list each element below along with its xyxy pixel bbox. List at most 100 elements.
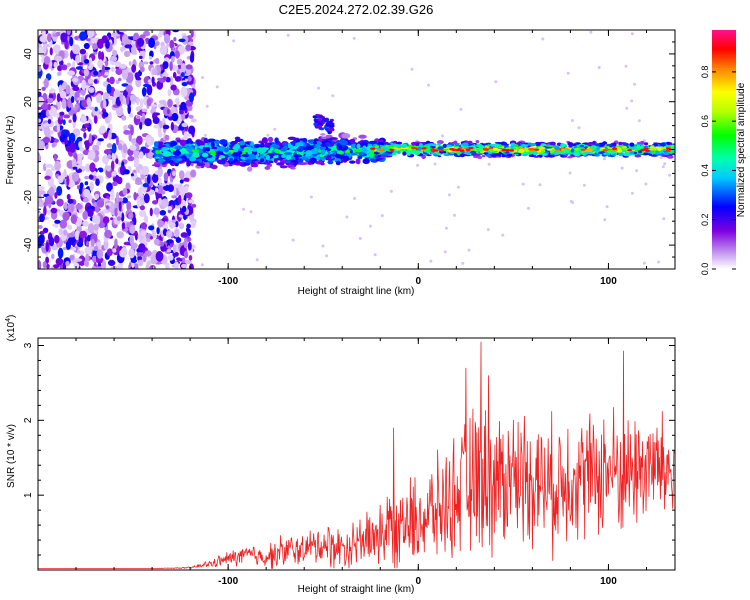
heatmap-cell: [354, 148, 362, 153]
heatmap-cell: [461, 261, 465, 265]
heatmap-cell: [123, 129, 131, 135]
heatmap-cell: [76, 249, 81, 254]
heatmap-cell: [187, 75, 192, 82]
heatmap-cell: [76, 97, 84, 101]
heatmap-cell: [114, 61, 122, 67]
heatmap-cell: [166, 43, 170, 48]
heatmap-cell: [149, 207, 153, 217]
heatmap-cell: [128, 61, 132, 66]
heatmap-cell: [358, 134, 367, 139]
heatmap-cell: [171, 112, 179, 122]
heatmap-cell: [185, 64, 193, 70]
heatmap-cell: [154, 57, 160, 65]
heatmap-cell: [653, 143, 658, 146]
heatmap-cell: [157, 153, 163, 158]
snr-panel: -100 0 100 1 2 3 Height of straight line (km…: [5, 315, 676, 595]
heatmap-cell: [162, 124, 170, 130]
heatmap-cell: [261, 137, 268, 144]
x-tick-label: 0: [416, 276, 422, 287]
heatmap-cell: [72, 166, 78, 170]
heatmap-cell: [321, 121, 326, 124]
heatmap-cell: [121, 83, 129, 87]
heatmap-cell: [110, 217, 114, 221]
heatmap-cell: [172, 30, 180, 33]
heatmap-cell: [566, 71, 570, 75]
heatmap-cell: [186, 160, 191, 167]
heatmap-cell: [167, 206, 173, 211]
heatmap-cell: [501, 233, 505, 237]
heatmap-cell: [325, 254, 329, 258]
heatmap-cell: [148, 225, 155, 231]
snr-line: [38, 341, 675, 569]
y-tick-label: 2: [23, 417, 34, 423]
heatmap-cell: [94, 206, 100, 213]
heatmap-cell: [256, 231, 260, 234]
heatmap-cell: [521, 143, 529, 148]
heatmap-cell: [560, 144, 565, 148]
heatmap-cell: [441, 134, 444, 138]
heatmap-cell: [140, 230, 147, 236]
heatmap-cell: [627, 149, 632, 152]
heatmap-cell: [144, 177, 148, 185]
heatmap-cell: [138, 243, 146, 252]
colorbar-tick-label: 0.2: [700, 213, 710, 226]
heatmap-cell: [54, 234, 60, 244]
heatmap-cell: [102, 198, 110, 203]
heatmap-cell: [265, 154, 270, 161]
heatmap-cell: [412, 150, 419, 152]
heatmap-cell: [481, 154, 486, 158]
heatmap-cell: [248, 153, 256, 160]
heatmap-cell: [320, 162, 325, 166]
heatmap-cell: [526, 206, 530, 210]
heatmap-cell: [319, 146, 327, 150]
heatmap-cell: [186, 223, 191, 229]
heatmap-cell: [67, 224, 73, 230]
heatmap-cell: [161, 217, 168, 222]
heatmap-cell: [360, 142, 368, 148]
heatmap-cell: [269, 160, 274, 164]
heatmap-cell: [241, 154, 250, 158]
heatmap-cell: [41, 86, 46, 91]
heatmap-cell: [176, 158, 182, 161]
heatmap-cell: [657, 147, 662, 152]
heatmap-cell: [139, 98, 144, 109]
heatmap-cell: [329, 137, 338, 140]
heatmap-cell: [608, 151, 616, 154]
heatmap-cell: [43, 43, 47, 54]
heatmap-cell: [188, 114, 194, 119]
heatmap-cell: [389, 189, 393, 193]
heatmap-cell: [167, 89, 172, 97]
heatmap-cell: [53, 153, 57, 162]
heatmap-cell: [179, 179, 184, 184]
heatmap-cell: [369, 224, 372, 228]
heatmap-cell: [137, 187, 144, 198]
heatmap-cell: [56, 93, 61, 103]
heatmap-cell: [234, 161, 243, 166]
heatmap-cell: [410, 146, 416, 150]
heatmap-cell: [374, 145, 380, 149]
heatmap-cell: [437, 143, 441, 146]
heatmap-cell: [601, 147, 606, 149]
heatmap-cell: [49, 88, 56, 94]
heatmap-cell: [331, 94, 335, 98]
heatmap-cell: [84, 246, 93, 255]
heatmap-cell: [373, 253, 377, 257]
heatmap-cell: [164, 221, 168, 230]
heatmap-cell: [637, 119, 641, 123]
heatmap-cell: [189, 53, 195, 63]
heatmap-cell: [320, 127, 324, 131]
heatmap-cell: [107, 259, 116, 266]
snr-scale-exp: 4: [5, 318, 12, 322]
heatmap-cell: [68, 119, 72, 124]
heatmap-cell: [396, 150, 401, 155]
heatmap-cell: [87, 208, 94, 218]
heatmap-cell: [116, 231, 124, 239]
heatmap-cell: [170, 84, 177, 91]
heatmap-cell: [234, 143, 241, 150]
heatmap-cell: [529, 143, 537, 147]
heatmap-cell: [72, 113, 77, 123]
heatmap-cell: [273, 144, 280, 149]
heatmap-cell: [106, 143, 113, 148]
heatmap-cell: [47, 33, 52, 43]
heatmap-cell: [492, 147, 499, 151]
